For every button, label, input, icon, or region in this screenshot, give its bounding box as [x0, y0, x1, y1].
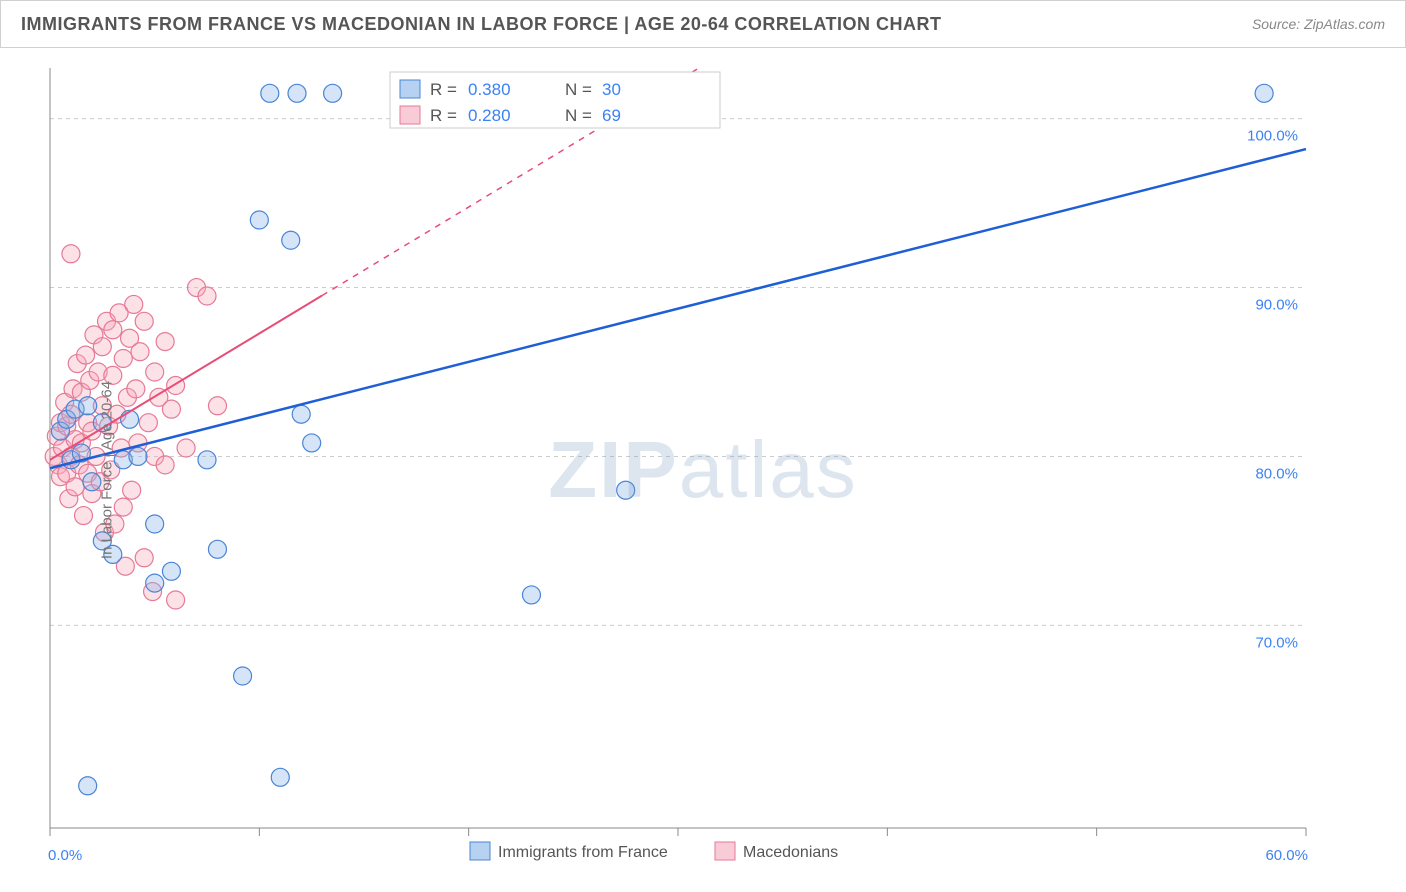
data-point [208, 397, 226, 415]
legend-n-value: 69 [602, 106, 621, 125]
data-point [123, 481, 141, 499]
x-tick-label: 60.0% [1265, 847, 1308, 864]
data-point [303, 434, 321, 452]
data-point [131, 343, 149, 361]
y-tick-label: 90.0% [1255, 297, 1298, 314]
data-point [261, 84, 279, 102]
data-point [104, 321, 122, 339]
data-point [135, 549, 153, 567]
data-point [74, 507, 92, 525]
source-label: Source: ZipAtlas.com [1252, 16, 1385, 32]
data-point [167, 591, 185, 609]
y-tick-label: 70.0% [1255, 634, 1298, 651]
data-point [250, 211, 268, 229]
data-point [324, 84, 342, 102]
legend-n-label: N = [565, 106, 592, 125]
data-point [292, 405, 310, 423]
y-axis-label: In Labor Force | Age 20-64 [99, 381, 116, 559]
x-tick-label: 0.0% [48, 847, 82, 864]
data-point [146, 363, 164, 381]
data-point [198, 287, 216, 305]
data-point [127, 380, 145, 398]
bottom-legend-swatch [470, 842, 490, 860]
scatter-chart: 70.0% 80.0% 90.0% 100.0% 0.0% 60.0% R = 0.380 N… [0, 48, 1406, 892]
data-point [288, 84, 306, 102]
bottom-legend-label: Immigrants from France [498, 844, 668, 861]
trend-line [50, 149, 1306, 468]
chart-title: IMMIGRANTS FROM FRANCE VS MACEDONIAN IN … [21, 14, 942, 35]
data-point [139, 414, 157, 432]
data-point [79, 397, 97, 415]
data-point [162, 400, 180, 418]
data-point [156, 456, 174, 474]
data-point [77, 346, 95, 364]
data-point [62, 245, 80, 263]
data-point [271, 768, 289, 786]
data-point [146, 515, 164, 533]
data-point [282, 231, 300, 249]
data-point [177, 439, 195, 457]
data-point [121, 410, 139, 428]
y-tick-label: 100.0% [1247, 128, 1298, 145]
data-point [125, 295, 143, 313]
legend-r-value: 0.380 [468, 80, 511, 99]
data-point [617, 481, 635, 499]
data-point [1255, 84, 1273, 102]
legend-r-label: R = [430, 106, 457, 125]
bottom-legend-swatch [715, 842, 735, 860]
data-point [129, 447, 147, 465]
data-point [93, 338, 111, 356]
y-tick-label: 80.0% [1255, 465, 1298, 482]
data-point [114, 349, 132, 367]
chart-container: IMMIGRANTS FROM FRANCE VS MACEDONIAN IN … [0, 0, 1406, 892]
legend-swatch [400, 80, 420, 98]
data-point [234, 667, 252, 685]
data-point [114, 498, 132, 516]
title-bar: IMMIGRANTS FROM FRANCE VS MACEDONIAN IN … [0, 0, 1406, 48]
data-point [135, 312, 153, 330]
bottom-legend-label: Macedonians [743, 844, 838, 861]
legend-swatch [400, 106, 420, 124]
legend-r-label: R = [430, 80, 457, 99]
data-point [208, 540, 226, 558]
legend-n-value: 30 [602, 80, 621, 99]
data-point [162, 562, 180, 580]
data-point [198, 451, 216, 469]
data-point [79, 777, 97, 795]
chart-area: In Labor Force | Age 20-64 ZIPatlas 70.0… [0, 48, 1406, 892]
legend-r-value: 0.280 [468, 106, 511, 125]
data-point [146, 574, 164, 592]
data-point [156, 333, 174, 351]
legend-n-label: N = [565, 80, 592, 99]
data-point [522, 586, 540, 604]
